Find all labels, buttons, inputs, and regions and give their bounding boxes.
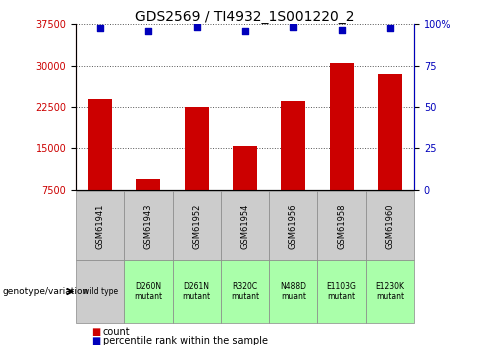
Bar xyxy=(329,63,354,190)
Text: GSM61960: GSM61960 xyxy=(386,203,394,249)
Text: genotype/variation: genotype/variation xyxy=(2,287,89,296)
Text: GSM61956: GSM61956 xyxy=(289,203,298,249)
Text: wild type: wild type xyxy=(82,287,118,296)
Text: ■: ■ xyxy=(91,336,100,345)
Bar xyxy=(88,99,112,190)
Text: count: count xyxy=(103,327,130,337)
Text: ■: ■ xyxy=(91,327,100,337)
Point xyxy=(290,25,297,30)
Bar xyxy=(378,74,402,190)
Bar xyxy=(281,101,305,190)
Text: GDS2569 / TI4932_1S001220_2: GDS2569 / TI4932_1S001220_2 xyxy=(135,10,355,24)
Point xyxy=(193,25,200,30)
Text: percentile rank within the sample: percentile rank within the sample xyxy=(103,336,268,345)
Point xyxy=(145,29,152,34)
Text: R320C
mutant: R320C mutant xyxy=(231,282,259,301)
Text: E1103G
mutant: E1103G mutant xyxy=(327,282,357,301)
Point xyxy=(338,27,345,32)
Point xyxy=(96,25,104,31)
Text: E1230K
mutant: E1230K mutant xyxy=(375,282,404,301)
Text: GSM61954: GSM61954 xyxy=(241,203,249,249)
Bar xyxy=(233,146,257,190)
Bar xyxy=(185,107,209,190)
Text: D261N
mutant: D261N mutant xyxy=(183,282,211,301)
Text: D260N
mutant: D260N mutant xyxy=(134,282,163,301)
Point xyxy=(241,29,249,34)
Point xyxy=(386,25,394,31)
Text: GSM61943: GSM61943 xyxy=(144,203,153,249)
Text: GSM61952: GSM61952 xyxy=(192,203,201,249)
Text: N488D
muant: N488D muant xyxy=(280,282,306,301)
Text: GSM61941: GSM61941 xyxy=(96,203,104,249)
Bar xyxy=(136,179,160,190)
Text: GSM61958: GSM61958 xyxy=(337,203,346,249)
